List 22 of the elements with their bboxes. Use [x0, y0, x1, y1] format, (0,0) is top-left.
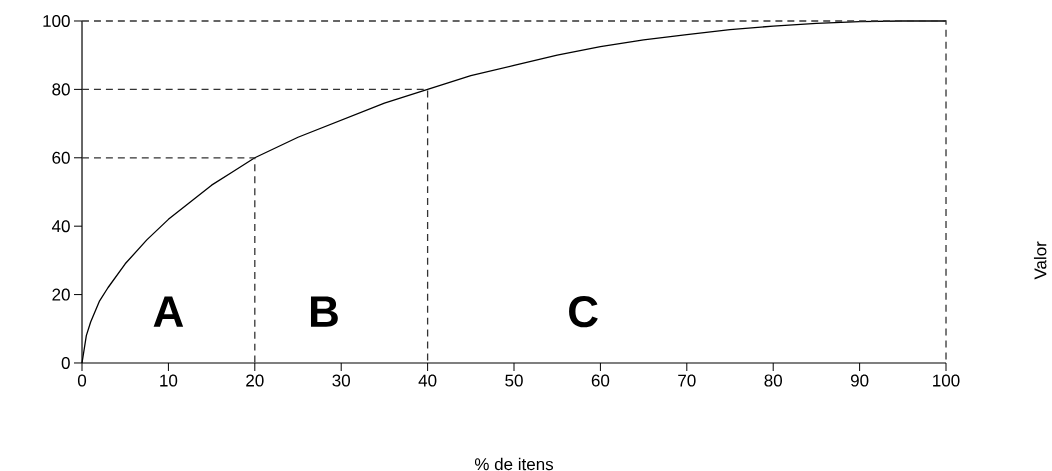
x-tick-label: 30 — [332, 374, 350, 387]
y-tick-label: 80 — [52, 83, 70, 96]
x-tick-label: 0 — [77, 374, 87, 387]
x-tick-label: 10 — [160, 374, 178, 387]
y-axis-title: Valor — [1033, 241, 1047, 280]
y-tick-label: 100 — [43, 14, 70, 28]
annotation: C — [569, 296, 598, 328]
x-tick-label: 50 — [505, 374, 523, 387]
x-tick-label: 70 — [678, 374, 696, 387]
x-tick-label: 80 — [764, 374, 782, 387]
annotation: B — [310, 296, 338, 327]
annotation: A — [153, 296, 184, 327]
x-tick-label: 60 — [591, 374, 610, 387]
x-tick-label: 40 — [418, 374, 437, 387]
x-tick-label: 20 — [246, 374, 264, 387]
x-tick-label: 90 — [850, 374, 869, 387]
y-tick-label: 40 — [51, 220, 70, 233]
x-tick-label: 100 — [933, 374, 960, 387]
x-axis-title: % de itens — [474, 457, 554, 471]
y-tick-label: 60 — [52, 151, 70, 164]
y-tick-label: 20 — [52, 288, 70, 301]
y-tick-label: 0 — [61, 356, 70, 370]
